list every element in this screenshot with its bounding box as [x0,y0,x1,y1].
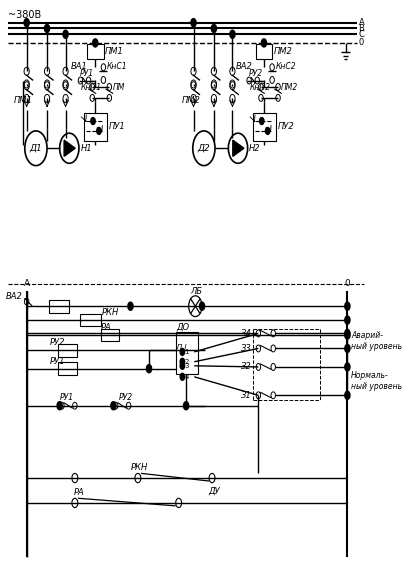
Circle shape [24,19,29,27]
Circle shape [199,302,204,310]
Text: ПМ1: ПМ1 [104,46,124,56]
Text: КнП2: КнП2 [249,83,270,92]
Circle shape [128,302,133,310]
Circle shape [111,402,116,410]
Circle shape [91,118,95,125]
Bar [87,44,104,59]
Circle shape [344,316,349,324]
Bar [84,113,107,141]
Text: 3: 3 [184,363,189,369]
Circle shape [190,19,196,27]
Text: З4: З4 [241,329,252,338]
Text: РКН: РКН [131,463,148,472]
Bar [58,344,77,357]
Circle shape [180,374,184,380]
Circle shape [183,402,188,410]
Text: ПМ2: ПМ2 [181,96,200,105]
Bar [175,332,198,375]
Text: ВА1: ВА1 [71,62,88,71]
Circle shape [146,365,151,373]
Text: В: В [358,24,363,33]
Bar [58,362,77,375]
Text: ПМ1: ПМ1 [14,96,32,105]
Circle shape [259,118,263,125]
Bar [49,300,69,313]
Polygon shape [232,140,243,157]
Text: 1: 1 [184,349,189,355]
Text: РУ2: РУ2 [118,393,132,402]
Text: Н2: Н2 [249,144,260,153]
Text: ~380В: ~380В [8,10,41,20]
Text: ДУ: ДУ [208,486,219,495]
Text: 2: 2 [184,359,188,365]
Circle shape [344,302,349,310]
Circle shape [344,392,349,400]
Text: З1: З1 [241,391,252,400]
Text: РУ2: РУ2 [248,68,262,78]
Text: РКН: РКН [101,308,119,317]
Text: Д2: Д2 [197,144,210,153]
Text: П I: П I [177,344,186,350]
Circle shape [344,345,349,353]
Circle shape [344,363,349,371]
Circle shape [57,402,62,410]
Text: РУ2: РУ2 [49,338,65,347]
Circle shape [265,128,269,135]
Circle shape [63,30,68,38]
Text: ПМ: ПМ [112,83,124,92]
Text: ВА2: ВА2 [6,292,23,302]
Circle shape [211,24,216,32]
Circle shape [261,39,266,47]
Text: ВА2: ВА2 [236,62,252,71]
Text: КнС1: КнС1 [107,62,127,71]
Text: ПУ2: ПУ2 [277,122,293,131]
Text: РА: РА [74,488,85,497]
Text: Н1: Н1 [80,144,92,153]
Circle shape [344,331,349,339]
Text: A: A [358,18,363,27]
Text: ПУ1: ПУ1 [108,122,125,131]
Bar [252,113,275,141]
Bar [255,44,272,59]
Text: C: C [358,30,363,39]
Text: ЛБ: ЛБ [190,287,202,296]
Text: КнС2: КнС2 [275,62,295,71]
Circle shape [180,358,184,365]
Text: КнП1: КнП1 [81,83,102,92]
Circle shape [44,24,49,32]
Circle shape [229,30,234,38]
Text: A: A [23,279,30,288]
Text: ДО: ДО [176,323,189,332]
Bar [100,329,119,342]
Text: РУ1: РУ1 [79,68,94,78]
Text: З3: З3 [241,344,252,353]
Text: 4: 4 [184,374,188,380]
Text: Д1: Д1 [30,144,42,153]
Bar [80,314,100,327]
Circle shape [344,329,349,338]
Text: 0: 0 [344,279,350,288]
Text: ПМ2: ПМ2 [280,83,298,92]
Text: РА: РА [100,323,111,332]
Circle shape [96,128,101,135]
Text: 0: 0 [358,38,363,48]
Text: РУ1: РУ1 [49,357,65,365]
Text: З2: З2 [241,362,252,371]
Polygon shape [64,140,75,157]
Text: РУ1: РУ1 [60,393,74,402]
Circle shape [180,362,184,369]
Text: Нормаль-
ный уровень: Нормаль- ный уровень [350,371,401,391]
Circle shape [92,39,98,47]
Circle shape [180,349,184,356]
Text: Аварий-
ный уровень: Аварий- ный уровень [350,331,401,351]
Text: ПМ2: ПМ2 [273,46,292,56]
